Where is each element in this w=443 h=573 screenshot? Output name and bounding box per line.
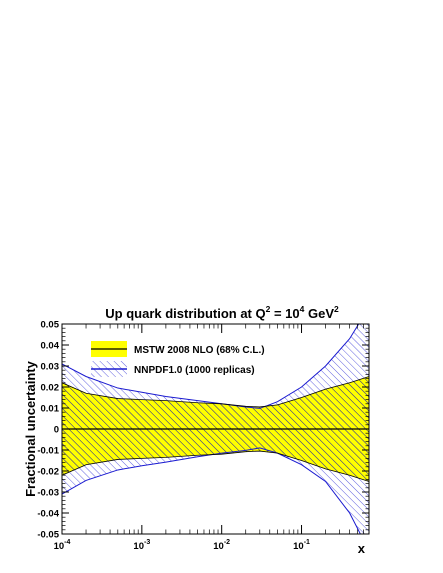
x-axis-label: x xyxy=(358,541,366,556)
chart-title-sup3: 2 xyxy=(334,304,339,314)
y-axis-label: Fractional uncertainty xyxy=(23,360,38,497)
y-tick-label: -0.05 xyxy=(37,530,59,541)
nnpdf-lower-edge xyxy=(62,447,361,534)
y-tick-label: -0.02 xyxy=(37,467,59,478)
x-tick-label-base: 10 xyxy=(213,541,224,552)
x-tick-label-base: 10 xyxy=(54,541,65,552)
x-tick-label-exponent: -2 xyxy=(224,539,230,546)
y-tick-label: -0.01 xyxy=(37,446,59,457)
x-tick-label: 10-4 xyxy=(54,539,71,552)
x-tick-label-base: 10 xyxy=(133,541,144,552)
mstw-upper-edge xyxy=(62,376,369,408)
x-ticks-group: 10-4 10-3 10-2 10-1 xyxy=(54,324,370,552)
x-tick-label-exponent: -3 xyxy=(144,539,150,546)
y-tick-label: 0.05 xyxy=(41,320,60,331)
y-tick-label: -0.04 xyxy=(37,509,59,520)
x-tick-label-base: 10 xyxy=(293,541,304,552)
y-tick-label: 0.03 xyxy=(41,362,60,373)
x-tick-label: 10-2 xyxy=(213,539,230,552)
x-tick-label-exponent: -1 xyxy=(304,539,310,546)
legend-item-nnpdf: NNPDF1.0 (1000 replicas) xyxy=(91,361,255,377)
nnpdf-band-lower xyxy=(62,429,369,534)
chart-title-sup1: 2 xyxy=(266,304,271,314)
legend-label-mstw: MSTW 2008 NLO (68% C.L.) xyxy=(134,345,265,356)
chart-title: Up quark distribution at Q2 = 104 GeV2 xyxy=(105,304,339,321)
chart-title-mid: = 10 xyxy=(270,306,299,321)
chart-title-sup2: 4 xyxy=(300,304,305,314)
y-ticks-group: 0.05 0.04 0.03 0.02 0.01 0 -0.01 -0.02 -0.03 -0.0… xyxy=(37,320,369,541)
x-tick-label: 10-1 xyxy=(293,539,310,552)
y-tick-label: -0.03 xyxy=(37,488,59,499)
y-tick-label: 0.01 xyxy=(41,404,60,415)
chart-title-main: Up quark distribution at Q xyxy=(105,306,265,321)
nnpdf-band-upper xyxy=(62,324,369,429)
legend-item-mstw: MSTW 2008 NLO (68% C.L.) xyxy=(91,341,265,357)
x-tick-label-exponent: -4 xyxy=(64,539,70,546)
y-tick-label: 0.04 xyxy=(41,341,60,352)
chart-title-unit: GeV xyxy=(304,306,334,321)
x-tick-label: 10-3 xyxy=(133,539,150,552)
y-tick-label: 0.02 xyxy=(41,383,60,394)
y-tick-label: 0 xyxy=(54,425,59,436)
legend: MSTW 2008 NLO (68% C.L.) NNPDF1.0 (1000 … xyxy=(91,341,265,377)
bands-group xyxy=(62,324,369,534)
legend-label-nnpdf: NNPDF1.0 (1000 replicas) xyxy=(134,365,255,376)
mstw-lower-edge xyxy=(62,450,369,482)
